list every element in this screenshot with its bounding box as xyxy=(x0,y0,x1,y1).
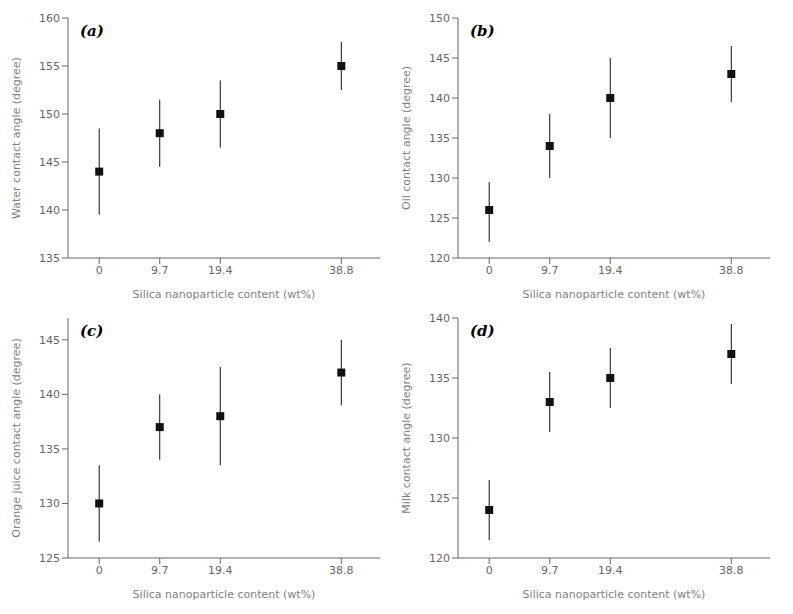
svg-text:Milk contact angle (degree): Milk contact angle (degree) xyxy=(400,362,413,513)
svg-text:19.4: 19.4 xyxy=(208,264,233,277)
html-text:(b): (b) xyxy=(470,22,495,40)
svg-text:38.8: 38.8 xyxy=(329,564,354,577)
html-text:(d): (d) xyxy=(470,322,495,340)
svg-text:120: 120 xyxy=(429,552,450,565)
svg-text:135: 135 xyxy=(39,252,60,265)
svg-text:130: 130 xyxy=(429,432,450,445)
svg-text:38.8: 38.8 xyxy=(719,264,744,277)
svg-text:125: 125 xyxy=(39,552,60,565)
svg-text:19.4: 19.4 xyxy=(598,264,623,277)
svg-text:140: 140 xyxy=(39,388,60,401)
html-text:(a): (a) xyxy=(80,22,104,40)
svg-text:145: 145 xyxy=(39,334,60,347)
svg-text:19.4: 19.4 xyxy=(208,564,233,577)
svg-text:150: 150 xyxy=(39,108,60,121)
svg-text:125: 125 xyxy=(429,212,450,225)
svg-text:Silica nanoparticle content (w: Silica nanoparticle content (wt%) xyxy=(523,588,706,601)
svg-text:125: 125 xyxy=(429,492,450,505)
svg-text:0: 0 xyxy=(486,264,493,277)
svg-text:140: 140 xyxy=(429,312,450,325)
svg-text:135: 135 xyxy=(39,443,60,456)
svg-text:160: 160 xyxy=(39,12,60,25)
svg-text:0: 0 xyxy=(486,564,493,577)
svg-text:Water contact angle (degree): Water contact angle (degree) xyxy=(10,57,23,219)
svg-text:9.7: 9.7 xyxy=(151,564,169,577)
svg-text:Silica nanoparticle content (w: Silica nanoparticle content (wt%) xyxy=(523,288,706,301)
svg-text:0: 0 xyxy=(96,264,103,277)
svg-text:9.7: 9.7 xyxy=(151,264,169,277)
svg-text:19.4: 19.4 xyxy=(598,564,623,577)
svg-text:140: 140 xyxy=(39,204,60,217)
svg-text:38.8: 38.8 xyxy=(329,264,354,277)
svg-text:155: 155 xyxy=(39,60,60,73)
svg-text:Silica nanoparticle content (w: Silica nanoparticle content (wt%) xyxy=(133,288,316,301)
svg-text:9.7: 9.7 xyxy=(541,564,559,577)
html-text:(c): (c) xyxy=(80,322,104,340)
svg-text:Orange juice contact angle (de: Orange juice contact angle (degree) xyxy=(10,338,23,537)
svg-text:130: 130 xyxy=(39,497,60,510)
svg-text:38.8: 38.8 xyxy=(719,564,744,577)
svg-text:135: 135 xyxy=(429,132,450,145)
svg-text:140: 140 xyxy=(429,92,450,105)
svg-text:Oil contact angle (degree): Oil contact angle (degree) xyxy=(400,66,413,210)
svg-text:130: 130 xyxy=(429,172,450,185)
svg-text:135: 135 xyxy=(429,372,450,385)
svg-text:9.7: 9.7 xyxy=(541,264,559,277)
svg-text:0: 0 xyxy=(96,564,103,577)
svg-text:150: 150 xyxy=(429,12,450,25)
svg-text:120: 120 xyxy=(429,252,450,265)
svg-text:145: 145 xyxy=(429,52,450,65)
svg-text:Silica nanoparticle content (w: Silica nanoparticle content (wt%) xyxy=(133,588,316,601)
svg-text:145: 145 xyxy=(39,156,60,169)
